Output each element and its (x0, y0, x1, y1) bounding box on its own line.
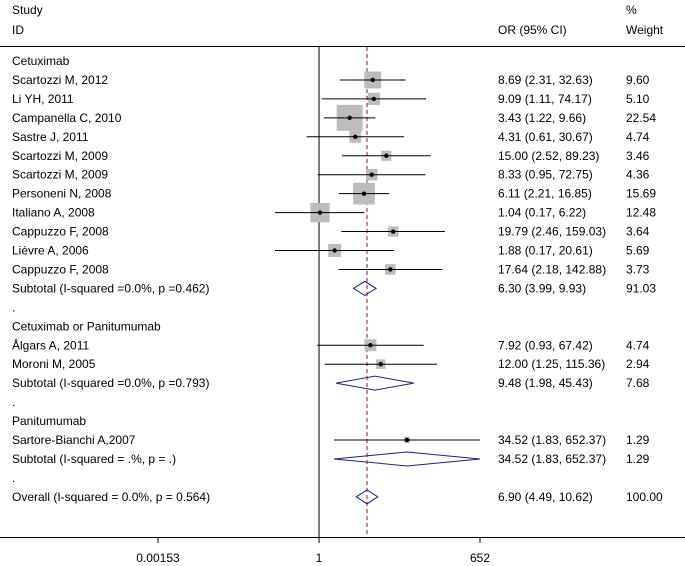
row-weight: 91.03 (626, 281, 656, 295)
row-label-group: Cetuximab or Panitumumab (12, 319, 161, 333)
row-weight: 9.60 (626, 73, 650, 87)
row-or-ci: 17.64 (2.18, 142.88) (498, 262, 606, 276)
row-label-study: Scartozzi M, 2012 (12, 73, 108, 87)
study-header-line2: ID (12, 23, 24, 37)
row-or-ci: 3.43 (1.22, 9.66) (498, 111, 586, 125)
point-estimate (347, 115, 352, 121)
row-label-subtotal: Subtotal (I-squared =0.0%, p =0.462) (12, 281, 209, 295)
row-weight: 100.00 (626, 490, 663, 504)
row-weight: 3.46 (626, 149, 650, 163)
row-label-study: Cappuzzo F, 2008 (12, 225, 109, 239)
row-label-subtotal: Subtotal (I-squared =0.0%, p =0.793) (12, 376, 209, 390)
x-tick-label: 652 (470, 551, 490, 565)
point-estimate (368, 343, 373, 348)
x-tick-label: 1 (316, 551, 323, 565)
row-weight: 4.74 (626, 130, 650, 144)
row-weight: 12.48 (626, 206, 656, 220)
point-estimate (353, 134, 358, 139)
row-weight: 1.29 (626, 452, 650, 466)
row-or-ci: 15.00 (2.52, 89.23) (498, 149, 599, 163)
point-estimate (404, 437, 410, 443)
row-or-ci: 19.79 (2.46, 159.03) (498, 225, 606, 239)
row-or-ci: 8.33 (0.95, 72.75) (498, 168, 593, 182)
pooled-diamond (335, 375, 414, 391)
row-label-study: Italiano A, 2008 (12, 206, 95, 220)
study-header-line1: Study (12, 3, 43, 17)
row-label-study: Scartozzi M, 2009 (12, 149, 108, 163)
row-label-subtotal: Overall (I-squared = 0.0%, p = 0.564) (12, 490, 210, 504)
x-ticks: 0.00153 1 652 (136, 537, 490, 565)
row-weight: 3.73 (626, 262, 650, 276)
point-estimate (378, 362, 383, 367)
row-weight: 4.36 (626, 168, 650, 182)
row-weight: 5.69 (626, 244, 650, 258)
row-or-ci: 9.48 (1.98, 45.43) (498, 376, 593, 390)
row-label-study: Moroni M, 2005 (12, 357, 96, 371)
row-weight: 7.68 (626, 376, 650, 390)
row-or-ci: 6.90 (4.49, 10.62) (498, 490, 593, 504)
row-label-group: Panitumumab (12, 414, 86, 428)
row-label-spacer: . (12, 300, 15, 314)
weight-header-line1: % (626, 3, 637, 17)
row-label-subtotal: Subtotal (I-squared = .%, p = .) (12, 452, 176, 466)
row-or-ci: 7.92 (0.93, 67.42) (498, 338, 593, 352)
row-or-ci: 1.88 (0.17, 20.61) (498, 244, 593, 258)
pooled-diamond (355, 489, 379, 505)
row-or-ci: 6.30 (3.99, 9.93) (498, 281, 586, 295)
point-estimate (317, 210, 323, 215)
row-weight: 2.94 (626, 357, 650, 371)
point-estimate (388, 267, 393, 272)
row-label-spacer: . (12, 471, 15, 485)
point-estimate (384, 153, 389, 158)
row-or-ci: 1.04 (0.17, 6.22) (498, 206, 586, 220)
pooled-diamond (352, 280, 378, 296)
rows-layer: Cetuximab Scartozzi M, 2012 8.69 (2.31, 32… (12, 54, 663, 504)
point-estimate (369, 172, 374, 177)
pooled-diamond (333, 451, 481, 467)
point-estimate (361, 191, 367, 196)
row-label-study: Personeni N, 2008 (12, 187, 112, 201)
weight-header-line2: Weight (626, 23, 664, 37)
point-estimate (371, 96, 377, 102)
row-or-ci: 4.31 (0.61, 30.67) (498, 130, 593, 144)
row-weight: 3.64 (626, 225, 650, 239)
point-estimate (332, 248, 337, 253)
point-estimate (390, 229, 396, 234)
row-weight: 15.69 (626, 187, 656, 201)
marks-layer (275, 47, 481, 537)
x-tick-label: 0.00153 (136, 551, 180, 565)
row-or-ci: 8.69 (2.31, 32.63) (498, 73, 593, 87)
or-ci-header: OR (95% CI) (498, 23, 567, 37)
row-weight: 5.10 (626, 92, 650, 106)
row-or-ci: 34.52 (1.83, 652.37) (498, 433, 606, 447)
row-label-study: Campanella C, 2010 (12, 111, 122, 125)
row-label-study: Scartozzi M, 2009 (12, 168, 108, 182)
row-weight: 22.54 (626, 111, 656, 125)
row-weight: 1.29 (626, 433, 650, 447)
row-label-study: Cappuzzo F, 2008 (12, 262, 109, 276)
row-label-group: Cetuximab (12, 54, 70, 68)
row-label-study: Sartore-Bianchi A,2007 (12, 433, 136, 447)
row-label-spacer: . (12, 395, 15, 409)
row-label-study: Ålgars A, 2011 (12, 337, 89, 352)
row-label-study: Lièvre A, 2006 (12, 244, 89, 258)
point-estimate (370, 77, 375, 83)
row-weight: 4.74 (626, 338, 650, 352)
row-or-ci: 34.52 (1.83, 652.37) (498, 452, 606, 466)
row-label-study: Li YH, 2011 (12, 92, 74, 106)
row-label-study: Sastre J, 2011 (12, 130, 89, 144)
row-or-ci: 9.09 (1.11, 74.17) (498, 92, 592, 106)
row-or-ci: 12.00 (1.25, 115.36) (498, 357, 605, 371)
row-or-ci: 6.11 (2.21, 16.85) (498, 187, 592, 201)
